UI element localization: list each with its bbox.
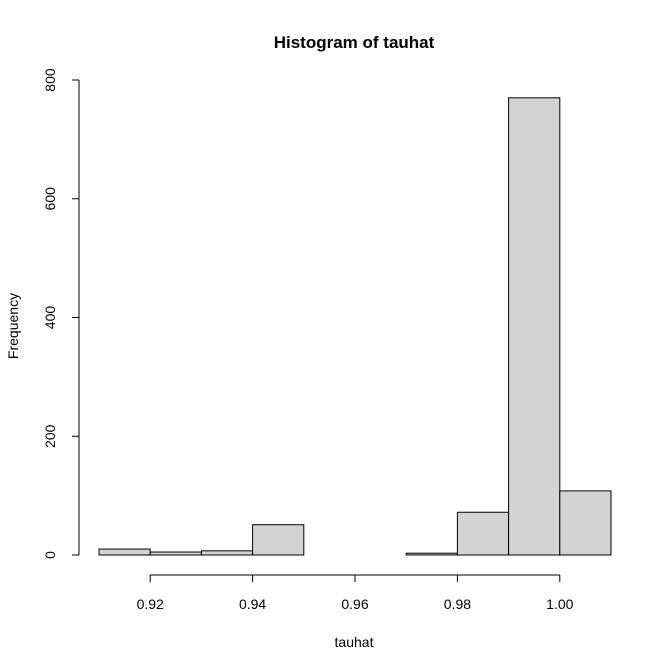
histogram-bar-2 [200,550,254,556]
x-tick-label: 0.96 [341,596,368,612]
histogram-bar-7 [456,511,510,556]
y-tick-label: 600 [42,187,58,211]
x-tick-label: 0.92 [137,596,164,612]
y-axis-label: Frequency [5,293,21,359]
y-axis: 0 200 400 600 800 [42,68,80,559]
x-tick-label: 0.98 [444,596,471,612]
y-tick-label: 0 [42,551,58,559]
chart-title: Histogram of tauhat [274,33,435,52]
y-tick-label: 200 [42,424,58,448]
x-axis: 0.92 0.94 0.96 0.98 1.00 [137,574,574,612]
histogram-bar-8 [508,97,561,556]
x-tick-label: 1.00 [546,596,573,612]
x-tick-label: 0.94 [239,596,266,612]
bars-group [98,97,612,556]
histogram-bar-6 [405,552,458,556]
y-tick-label: 400 [42,306,58,330]
x-axis-label: tauhat [335,634,374,650]
histogram-bar-9 [559,490,612,556]
histogram-bar-3 [252,524,305,556]
histogram-bar-0 [98,548,151,556]
y-tick-label: 800 [42,68,58,92]
histogram-bar-1 [149,551,202,556]
